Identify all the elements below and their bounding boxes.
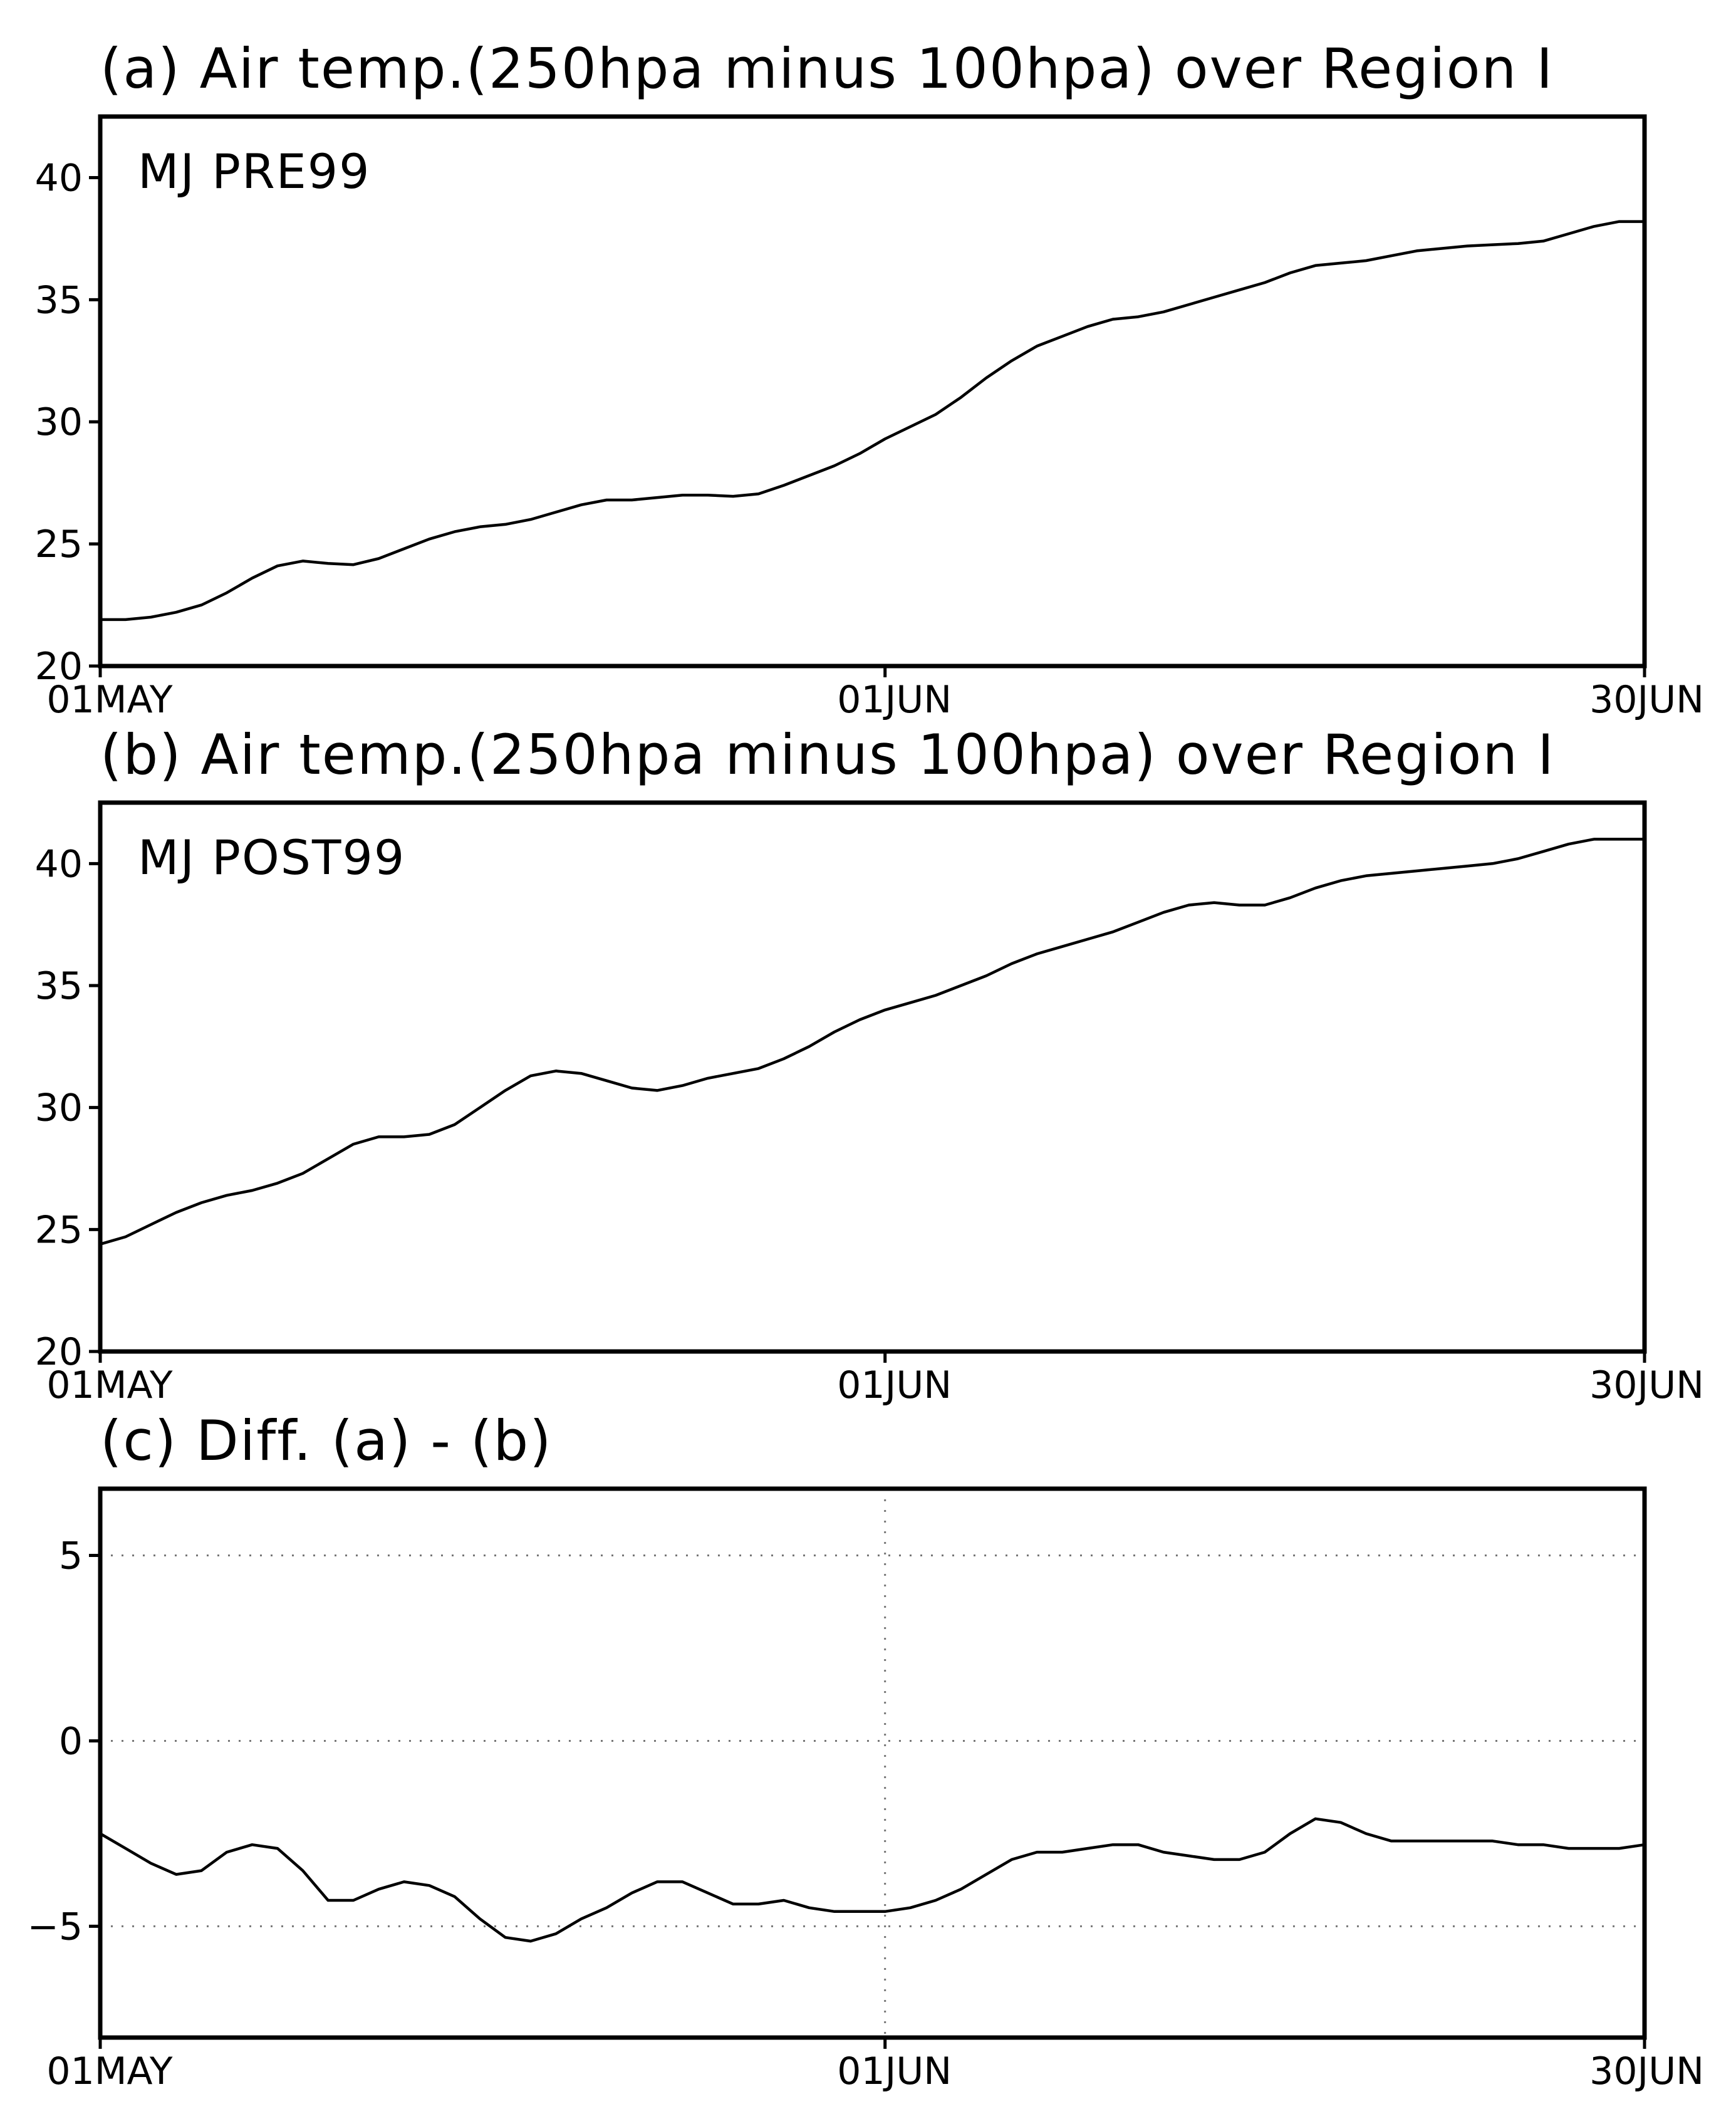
plot-frame [98, 800, 1647, 1354]
x-tick-label: 30JUN [1589, 1363, 1704, 1407]
y-tick-label: 35 [35, 964, 83, 1008]
series-line [100, 838, 1645, 1246]
panel-c-title: (c) Diff. (a) - (b) [100, 1408, 553, 1473]
plot-frame [98, 1486, 1647, 2040]
y-tick-label: 0 [59, 1719, 83, 1763]
series-line [99, 1817, 1645, 1943]
x-tick-label: 01MAY [46, 1363, 173, 1407]
series-line [100, 220, 1645, 622]
y-tick-label: 30 [35, 1086, 83, 1130]
y-tick-label: 40 [35, 842, 83, 886]
y-tick-label: 25 [35, 1208, 83, 1252]
x-tick-label: 30JUN [1589, 2049, 1704, 2093]
panel-b-title: (b) Air temp.(250hpa minus 100hpa) over … [100, 722, 1555, 787]
x-tick-label: 01MAY [46, 678, 173, 722]
y-tick-label: 20 [35, 645, 83, 689]
y-tick-label: 5 [59, 1534, 83, 1578]
panel-a-temperature-pre99: (a) Air temp.(250hpa minus 100hpa) over … [35, 36, 1704, 722]
y-tick-label: 40 [35, 156, 83, 200]
y-tick-label: −5 [28, 1905, 83, 1949]
y-tick-label: 25 [35, 523, 83, 566]
series-label: MJ PRE99 [138, 143, 371, 199]
y-tick-label: 30 [35, 400, 83, 444]
x-tick-label: 01JUN [837, 678, 952, 722]
y-tick-label: 20 [35, 1330, 83, 1374]
x-tick-label: 01JUN [837, 1363, 952, 1407]
y-tick-label: 35 [35, 278, 83, 322]
x-tick-label: 30JUN [1589, 678, 1704, 722]
plot-frame [98, 114, 1647, 669]
x-tick-label: 01JUN [837, 2049, 952, 2093]
panel-b-temperature-post99: (b) Air temp.(250hpa minus 100hpa) over … [35, 722, 1704, 1407]
x-tick-label: 01MAY [46, 2049, 173, 2093]
panel-c-difference: (c) Diff. (a) - (b) −5 0 5 01MAY 01JUN 30JUN [28, 1408, 1704, 2093]
series-label: MJ POST99 [138, 830, 405, 885]
panel-a-title: (a) Air temp.(250hpa minus 100hpa) over … [100, 36, 1554, 101]
